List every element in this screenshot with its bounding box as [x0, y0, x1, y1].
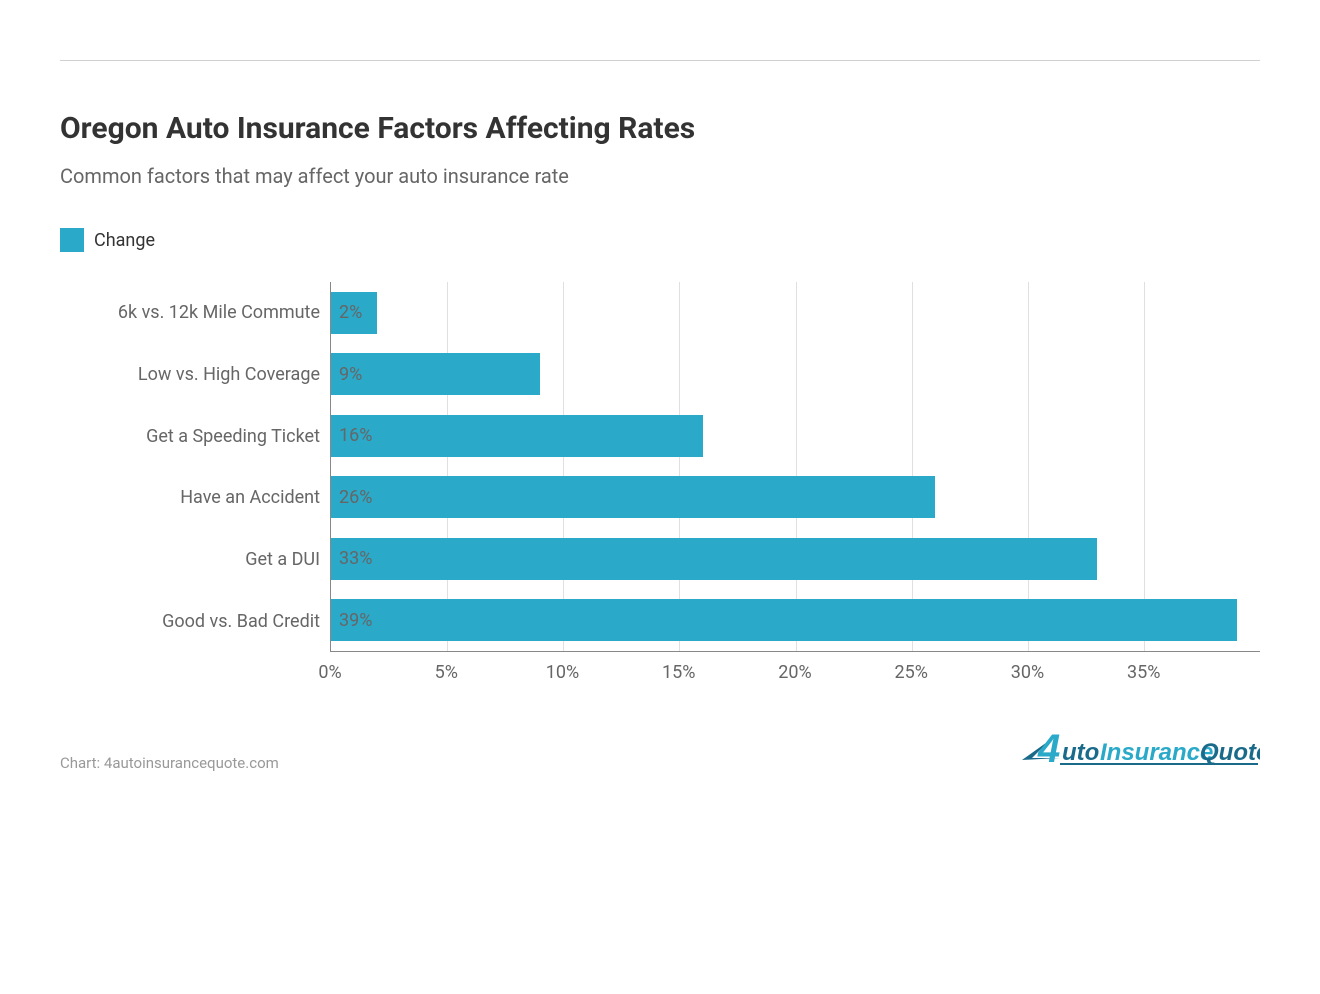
x-tick: 10% [546, 662, 579, 683]
bar-row: 9% [331, 349, 1260, 399]
svg-text:Insurance: Insurance [1100, 739, 1213, 766]
bar-row: 33% [331, 534, 1260, 584]
chart-credit: Chart: 4autoinsurancequote.com [60, 754, 279, 772]
y-axis-labels: 6k vs. 12k Mile Commute Low vs. High Cove… [60, 282, 330, 652]
bar: 2% [331, 292, 377, 334]
footer: Chart: 4autoinsurancequote.com 4 uto Ins… [60, 722, 1260, 772]
y-label: Get a DUI [245, 534, 320, 584]
logo-svg: 4 uto Insurance Quote [1020, 722, 1260, 772]
chart-subtitle: Common factors that may affect your auto… [60, 164, 1260, 188]
legend-swatch [60, 228, 84, 252]
legend: Change [60, 228, 1260, 252]
y-label: Good vs. Bad Credit [162, 596, 320, 646]
bar-row: 16% [331, 411, 1260, 461]
svg-text:4: 4 [1037, 727, 1060, 771]
y-label: Have an Accident [180, 473, 320, 523]
y-label: Low vs. High Coverage [138, 349, 320, 399]
bar: 26% [331, 476, 935, 518]
x-tick: 0% [318, 662, 341, 683]
x-tick: 30% [1011, 662, 1044, 683]
bar-row: 2% [331, 288, 1260, 338]
x-axis: 0%5%10%15%20%25%30%35% [330, 652, 1260, 692]
bar: 16% [331, 415, 703, 457]
x-tick: 35% [1127, 662, 1160, 683]
bars-container: 2% 9% 16% 26% 33% 39% [331, 282, 1260, 651]
x-tick: 20% [778, 662, 811, 683]
bar: 39% [331, 599, 1237, 641]
svg-text:Quote: Quote [1200, 739, 1260, 766]
x-tick: 25% [895, 662, 928, 683]
top-divider [60, 60, 1260, 61]
legend-label: Change [94, 230, 155, 251]
y-label: Get a Speeding Ticket [146, 411, 320, 461]
chart-area: 6k vs. 12k Mile Commute Low vs. High Cove… [60, 282, 1260, 652]
x-tick: 15% [662, 662, 695, 683]
bar: 9% [331, 353, 540, 395]
x-tick: 5% [435, 662, 458, 683]
y-label: 6k vs. 12k Mile Commute [118, 288, 320, 338]
chart-title: Oregon Auto Insurance Factors Affecting … [60, 111, 1260, 146]
bar-row: 39% [331, 595, 1260, 645]
logo: 4 uto Insurance Quote [1020, 722, 1260, 772]
plot-area: 2% 9% 16% 26% 33% 39% [330, 282, 1260, 652]
svg-text:uto: uto [1062, 739, 1099, 766]
bar-row: 26% [331, 472, 1260, 522]
bar: 33% [331, 538, 1097, 580]
